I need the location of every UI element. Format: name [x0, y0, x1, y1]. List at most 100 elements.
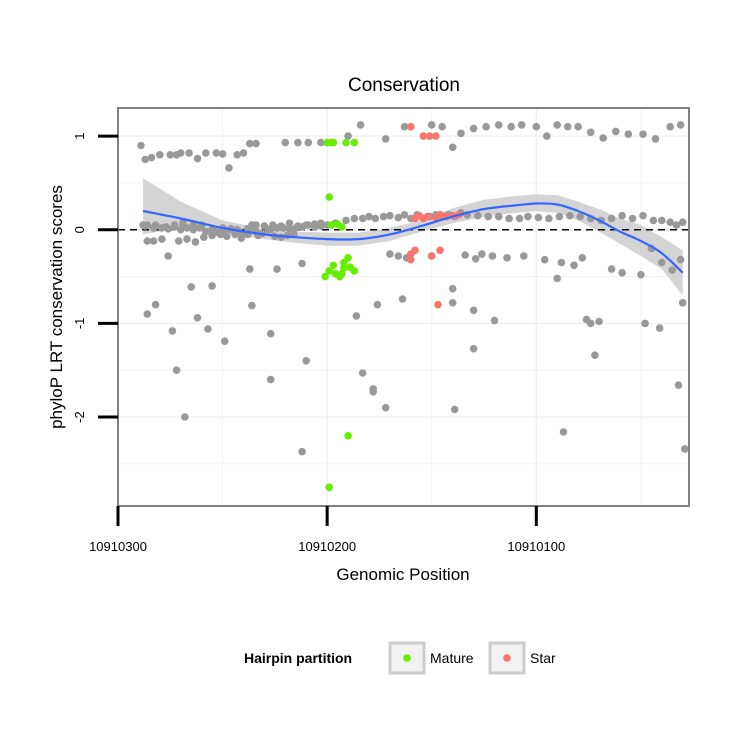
data-point-other — [586, 128, 595, 137]
data-point-mature — [327, 221, 336, 229]
plot-background — [118, 108, 689, 506]
data-point-other — [474, 211, 482, 220]
data-point-other — [517, 121, 526, 129]
data-point-other — [400, 211, 409, 219]
data-point-other — [252, 139, 260, 148]
data-point-other — [582, 315, 591, 324]
data-point-other — [298, 447, 306, 456]
data-point-other — [352, 312, 361, 320]
data-point-other — [599, 134, 607, 142]
x-tick-label: 10910300 — [89, 539, 147, 554]
data-point-other — [183, 235, 191, 243]
data-point-other — [607, 265, 616, 273]
data-point-other — [191, 238, 200, 246]
data-point-other — [220, 337, 229, 346]
smooth-fit — [142, 202, 684, 274]
data-point-other — [488, 252, 497, 260]
data-point-other — [189, 221, 198, 229]
data-point-mature — [350, 267, 359, 275]
data-point-other — [386, 211, 394, 220]
data-point-other — [168, 327, 177, 335]
data-point-other — [277, 222, 285, 230]
x-axis: 10910300 10910200 10910100 — [89, 506, 565, 554]
data-point-other — [576, 212, 584, 221]
data-point-other — [469, 344, 478, 353]
data-point-other — [310, 220, 319, 228]
data-point-other — [520, 252, 528, 260]
data-point-mature — [350, 138, 359, 147]
data-point-other — [162, 223, 170, 231]
x-tick-label: 10910100 — [507, 539, 565, 554]
data-point-other — [574, 122, 582, 131]
data-point-other — [181, 413, 189, 421]
data-point-other — [143, 221, 152, 229]
data-point-other — [624, 130, 633, 138]
data-point-other — [394, 252, 403, 260]
data-point-mature — [329, 138, 338, 147]
data-point-other — [266, 329, 275, 338]
data-point-other — [398, 295, 407, 303]
data-point-other — [681, 445, 689, 453]
plot-border — [117, 107, 690, 507]
data-point-other — [151, 221, 160, 229]
data-point-other — [208, 231, 216, 240]
data-point-other — [285, 219, 294, 227]
data-point-other — [143, 310, 152, 318]
data-point-other — [239, 149, 248, 157]
data-point-other — [503, 253, 511, 262]
data-point-other — [208, 282, 216, 290]
data-point-other — [193, 154, 202, 163]
data-point-other — [678, 218, 687, 226]
data-point-other — [469, 306, 478, 315]
data-point-other — [143, 237, 152, 245]
data-point-other — [427, 121, 436, 129]
data-point-mature — [329, 261, 338, 270]
data-point-other — [655, 324, 664, 332]
data-point-other — [668, 266, 677, 274]
data-point-other — [187, 283, 195, 291]
data-point-other — [484, 212, 493, 221]
data-point-other — [358, 369, 367, 377]
data-point-other — [478, 250, 486, 258]
legend-label-star: Star — [530, 650, 556, 666]
data-point-other — [379, 212, 388, 221]
data-point-mature — [325, 193, 334, 201]
data-point-other — [137, 141, 145, 150]
data-point-mature — [344, 432, 352, 440]
legend-marker-star — [503, 654, 511, 662]
data-point-other — [371, 214, 380, 223]
data-point-other — [595, 317, 603, 326]
x-tick-label: 10910200 — [298, 539, 356, 554]
y-axis: 1 0 -1 -2 — [72, 132, 118, 423]
data-point-other — [164, 252, 172, 260]
y-tick-label: -1 — [72, 318, 87, 330]
chart-title: Conservation — [348, 75, 460, 96]
data-point-star — [407, 255, 415, 264]
data-point-star — [434, 300, 442, 309]
data-point-other — [204, 325, 212, 333]
data-point-other — [438, 122, 447, 131]
data-point-other — [248, 301, 256, 310]
data-point-other — [618, 269, 626, 277]
data-point-mature — [340, 264, 348, 272]
data-point-other — [448, 284, 457, 293]
data-point-other — [373, 300, 382, 309]
data-point-other — [266, 375, 275, 384]
data-point-other — [365, 212, 373, 221]
data-point-other — [557, 258, 566, 267]
data-point-other — [193, 314, 202, 322]
data-point-other — [302, 221, 311, 229]
data-point-other — [285, 225, 294, 233]
legend-marker-mature — [403, 654, 411, 662]
data-point-star — [425, 132, 434, 140]
data-point-other — [172, 366, 181, 375]
data-point-other — [358, 214, 367, 223]
data-point-other — [233, 151, 241, 159]
data-point-other — [147, 153, 156, 162]
data-point-star — [436, 246, 444, 255]
data-point-other — [618, 211, 626, 220]
data-point-other — [563, 122, 572, 131]
data-point-other — [223, 232, 231, 241]
data-point-other — [304, 138, 313, 147]
